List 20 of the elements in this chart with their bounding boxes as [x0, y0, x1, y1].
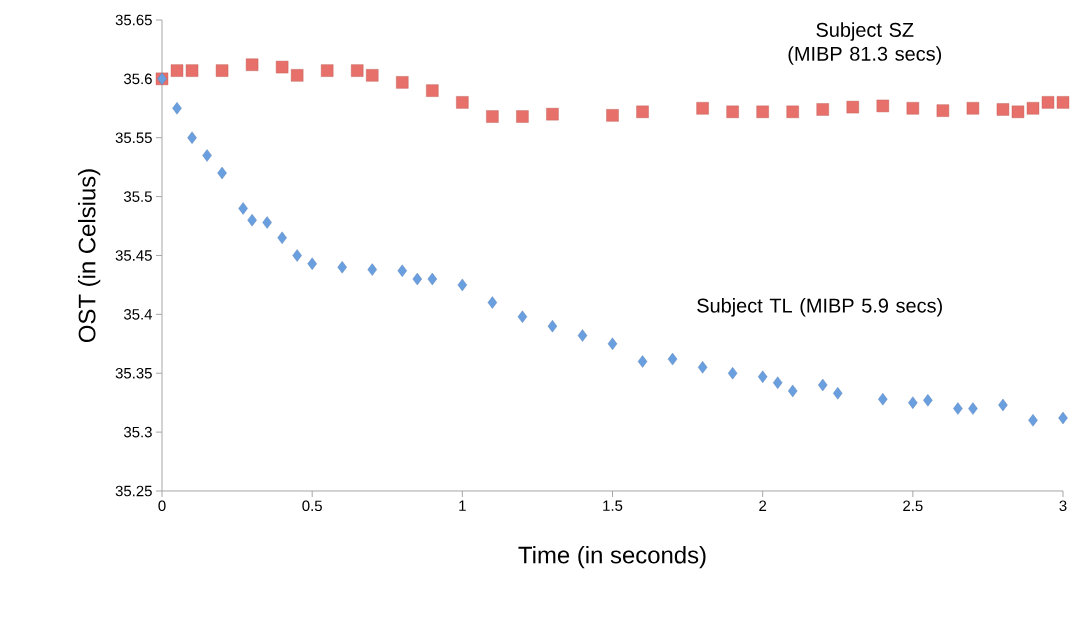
x-tick-label: 0: [158, 500, 166, 512]
x-tick-label: 1.5: [603, 500, 623, 511]
y-tick-label: 35.4: [123, 309, 153, 320]
text: Subject TL (MIBP 5.9 secs): [697, 298, 942, 317]
y-tick-label: 35.35: [115, 367, 152, 379]
y-tick-label: 35.45: [115, 250, 152, 261]
y-tick-label: 35.55: [115, 132, 152, 144]
y-axis-title: OST (in Celsius): [77, 169, 101, 343]
y-tick-label: 35.6: [123, 73, 152, 85]
x-tick-label: 3: [1059, 500, 1067, 512]
y-tick-label: 35.25: [115, 485, 152, 497]
text: Subject SZ (MIBP 81.3 secs): [788, 22, 942, 65]
x-tick-label: 2.5: [903, 500, 923, 512]
y-tick-label: 35.65: [115, 14, 152, 26]
y-tick-label: 35.5: [123, 191, 152, 202]
x-tick-label: 1: [459, 500, 466, 511]
x-axis-title: Time (in seconds): [518, 545, 706, 569]
x-tick-label: 2: [759, 500, 767, 511]
y-tick-label: 35.3: [123, 426, 152, 438]
x-tick-label: 0.5: [302, 500, 322, 512]
